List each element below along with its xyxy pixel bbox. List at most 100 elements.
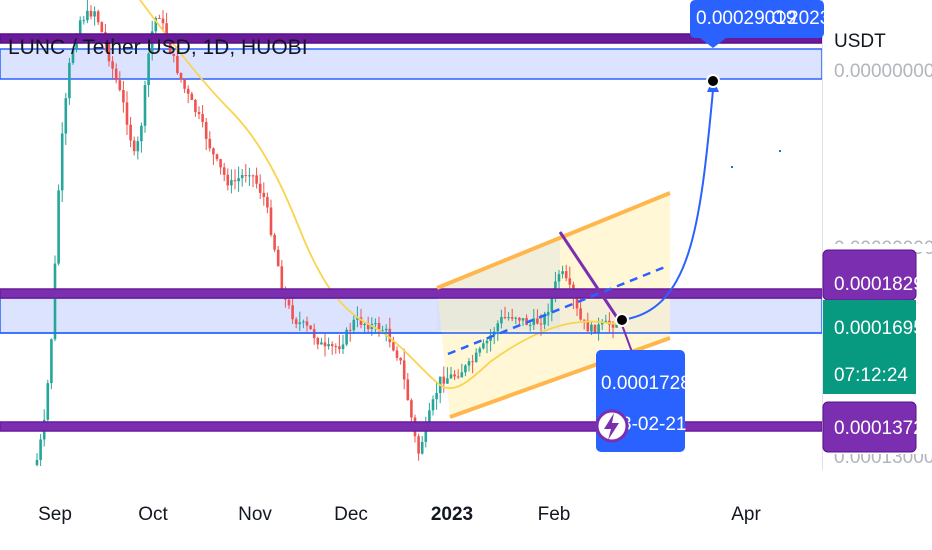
- candle-body: [323, 342, 327, 347]
- entry-price-text: 0.00017284: [601, 373, 702, 394]
- candle-body: [521, 318, 525, 321]
- candle-body: [381, 330, 384, 332]
- current-price-tag: 0.00016956 07:12:24: [823, 300, 932, 394]
- clock-icon: [772, 10, 786, 24]
- candle-body: [140, 125, 143, 142]
- candle-body: [417, 436, 420, 454]
- candle-body: [334, 346, 338, 348]
- candle-body: [269, 207, 273, 235]
- candle-body: [528, 324, 532, 326]
- candle-body: [82, 20, 86, 22]
- candle-body: [248, 175, 251, 177]
- quote-currency-label: USDT: [834, 31, 886, 52]
- candle-body: [557, 274, 561, 282]
- bar-countdown-label: 07:12:24: [834, 365, 908, 386]
- candle-body: [543, 315, 546, 325]
- candle-body: [327, 344, 330, 347]
- candle-body: [168, 40, 172, 54]
- candle-body: [600, 322, 604, 325]
- x-tick-label: Feb: [538, 504, 571, 525]
- candle-body: [132, 140, 136, 152]
- candle-body: [161, 18, 165, 24]
- candle-body: [330, 344, 334, 347]
- candle-body: [294, 319, 298, 325]
- candle-body: [39, 439, 42, 460]
- candle-body: [64, 98, 68, 134]
- candle-body: [255, 175, 258, 184]
- symbol-title[interactable]: LUNC / Tether USD, 1D, HUOBI: [8, 36, 308, 59]
- candle-body: [582, 319, 586, 321]
- candle-body: [237, 178, 240, 182]
- candle-body: [374, 323, 377, 325]
- candle-body: [251, 175, 255, 177]
- candle-body: [136, 141, 140, 152]
- purple-level-top: [0, 33, 822, 44]
- x-tick-label: 2023: [431, 504, 473, 525]
- candle-body: [464, 365, 467, 373]
- candle-body: [474, 352, 478, 362]
- target-price-callout[interactable]: 0.00029019 2023-0: [690, 0, 847, 48]
- candle-body: [154, 17, 158, 32]
- candle-body: [431, 399, 435, 411]
- resistance-price-tag: 0.00018296: [822, 249, 932, 301]
- candle-body: [219, 159, 222, 168]
- entry-price-callout[interactable]: 0.00017284 3-02-21: [595, 350, 702, 452]
- target-price-text: 0.00029019: [696, 8, 796, 29]
- callout-pointer-line: [621, 324, 633, 353]
- candle-body: [179, 73, 183, 80]
- candle-body: [78, 20, 82, 39]
- candle-body: [366, 324, 370, 330]
- candle-body: [298, 322, 302, 325]
- candle-body: [456, 376, 460, 378]
- candle-body: [262, 192, 266, 198]
- downtrend-line: [558, 231, 624, 326]
- candle-body: [500, 317, 503, 324]
- candle-body: [467, 361, 471, 366]
- candle-body: [359, 317, 363, 325]
- candle-body: [420, 441, 424, 454]
- candle-body: [503, 317, 507, 319]
- candle-body: [561, 271, 564, 275]
- candle-body: [611, 324, 615, 328]
- candle-body: [363, 324, 366, 326]
- candle-body: [399, 357, 402, 361]
- candle-body: [208, 138, 212, 149]
- candle-body: [510, 317, 514, 319]
- candle-body: [147, 53, 150, 86]
- candle-body: [50, 339, 53, 384]
- candle-body: [96, 11, 100, 23]
- target-zone: [0, 48, 822, 80]
- candle-body: [53, 263, 57, 340]
- x-tick-label: Apr: [731, 504, 761, 525]
- candle-body: [194, 99, 197, 113]
- candle-body: [485, 340, 489, 344]
- ascending-channel-fill: [437, 193, 670, 417]
- candle-body: [204, 122, 208, 139]
- price-axis-faded-top: 0.00000000: [834, 61, 932, 82]
- candle-body: [471, 361, 474, 363]
- x-tick-label: Sep: [38, 504, 72, 525]
- candle-body: [550, 295, 554, 312]
- candle-body: [356, 317, 359, 320]
- time-axis: Sep Oct Nov Dec 2023 Feb Apr: [38, 504, 761, 525]
- projection-curve: [621, 89, 714, 321]
- candle-body: [579, 308, 582, 320]
- candle-body: [240, 175, 244, 179]
- candle-body: [402, 360, 406, 380]
- candle-body: [230, 180, 233, 186]
- candle-body: [536, 318, 539, 324]
- candle-body: [338, 346, 341, 350]
- marker-dot-1: [731, 166, 733, 168]
- candle-body: [406, 379, 410, 401]
- candle-body: [446, 378, 449, 384]
- candle-body: [586, 320, 590, 332]
- candle-body: [86, 10, 89, 21]
- candle-body: [546, 311, 550, 316]
- candle-body: [590, 324, 593, 332]
- lightning-icon: [604, 413, 619, 440]
- candle-body: [197, 112, 201, 115]
- candle-body: [46, 383, 50, 420]
- channel-mid-line: [447, 265, 666, 356]
- purple-level-resistance: [0, 288, 822, 299]
